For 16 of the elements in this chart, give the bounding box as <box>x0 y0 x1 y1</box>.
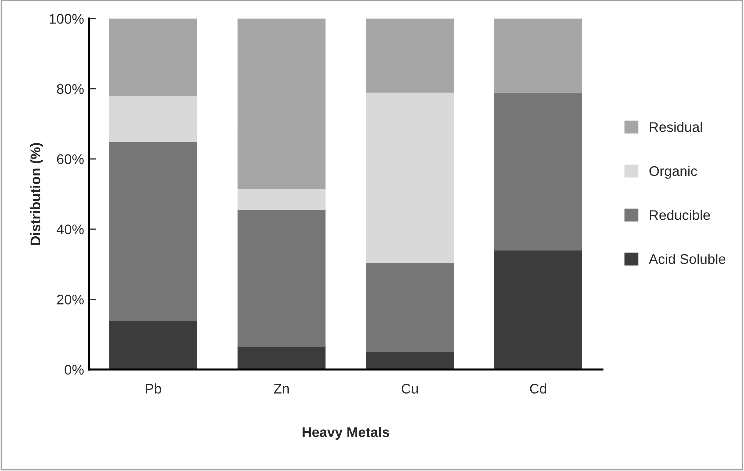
x-tick-label: Pb <box>146 384 162 394</box>
y-axis-title: Distribution (%) <box>30 143 44 246</box>
legend-label: Residual <box>650 122 702 132</box>
y-tick-label: 100% <box>50 14 84 24</box>
y-tick-label: 20% <box>57 294 84 305</box>
x-axis-title: Heavy Metals <box>302 427 390 440</box>
y-tick-label: 0% <box>64 365 84 375</box>
legend-label: Organic <box>650 166 698 180</box>
legend-label: Acid Soluble <box>649 254 726 264</box>
x-tick-label: Zn <box>274 384 289 394</box>
x-tick-label: Cu <box>402 384 418 394</box>
y-tick-label: 60% <box>57 154 84 164</box>
y-tick-label: 40% <box>56 224 84 235</box>
x-tick-label: Cd <box>530 384 546 394</box>
legend-label: Reducible <box>650 210 710 220</box>
y-tick-label: 80% <box>57 84 84 94</box>
